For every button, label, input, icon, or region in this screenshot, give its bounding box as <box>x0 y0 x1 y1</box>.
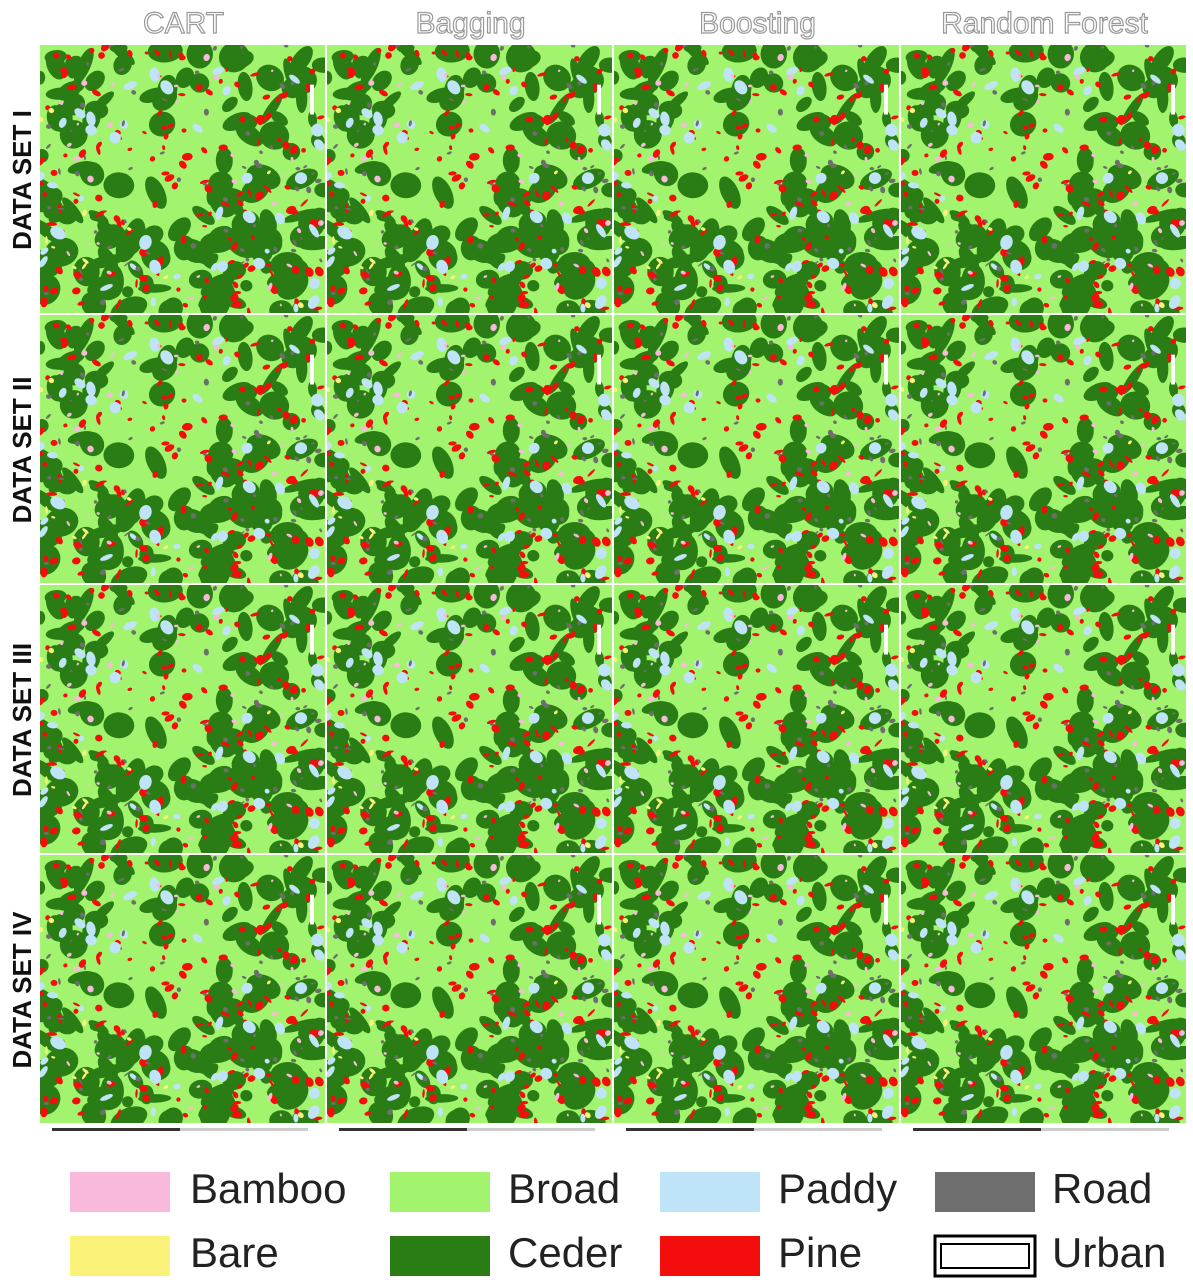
classified-map <box>885 847 1193 1140</box>
classified-map <box>311 847 623 1140</box>
row-label: DATA SET I <box>7 110 37 250</box>
legend-label: Bamboo <box>190 1165 346 1212</box>
scale-bar <box>913 1128 1041 1131</box>
classified-map <box>311 577 623 870</box>
classified-map <box>885 37 1193 330</box>
column-title: Random Forest <box>941 7 1148 40</box>
scale-bar <box>626 1128 754 1131</box>
legend-label: Ceder <box>508 1229 622 1276</box>
scale-bar <box>339 1128 467 1131</box>
column-title: Boosting <box>699 7 816 40</box>
row-label: DATA SET IV <box>7 911 37 1069</box>
classified-map <box>24 847 336 1140</box>
legend-swatch <box>935 1236 1035 1276</box>
classified-map <box>885 307 1193 600</box>
classified-map <box>24 37 336 330</box>
legend-swatch <box>390 1172 490 1212</box>
classified-map <box>24 307 336 600</box>
scale-bar <box>52 1128 180 1131</box>
legend-label: Bare <box>190 1229 279 1276</box>
column-title: Bagging <box>415 7 525 40</box>
legend-label: Paddy <box>778 1165 897 1212</box>
classified-map <box>598 847 910 1140</box>
legend-label: Broad <box>508 1165 620 1212</box>
column-title: CART <box>143 7 224 40</box>
classified-map <box>598 37 910 330</box>
classified-map <box>311 37 623 330</box>
classified-map <box>598 577 910 870</box>
legend-label: Pine <box>778 1229 862 1276</box>
legend-swatch <box>70 1172 170 1212</box>
legend-label: Road <box>1052 1165 1152 1212</box>
classified-map <box>598 307 910 600</box>
classified-map <box>885 577 1193 870</box>
legend-swatch <box>70 1236 170 1276</box>
row-label: DATA SET II <box>7 377 37 524</box>
scale-bar <box>467 1128 595 1131</box>
classified-map <box>311 307 623 600</box>
classified-map <box>24 577 336 870</box>
scale-bar <box>180 1128 308 1131</box>
legend-swatch <box>660 1172 760 1212</box>
figure: CART Bagging Boosting Random Forest DATA SET… <box>0 0 1193 1280</box>
legend-swatch <box>935 1172 1035 1212</box>
legend-swatch <box>390 1236 490 1276</box>
legend-swatch <box>660 1236 760 1276</box>
legend-label: Urban <box>1052 1229 1166 1276</box>
scale-bar <box>1041 1128 1169 1131</box>
row-label: DATA SET III <box>7 643 37 797</box>
scale-bar <box>754 1128 882 1131</box>
